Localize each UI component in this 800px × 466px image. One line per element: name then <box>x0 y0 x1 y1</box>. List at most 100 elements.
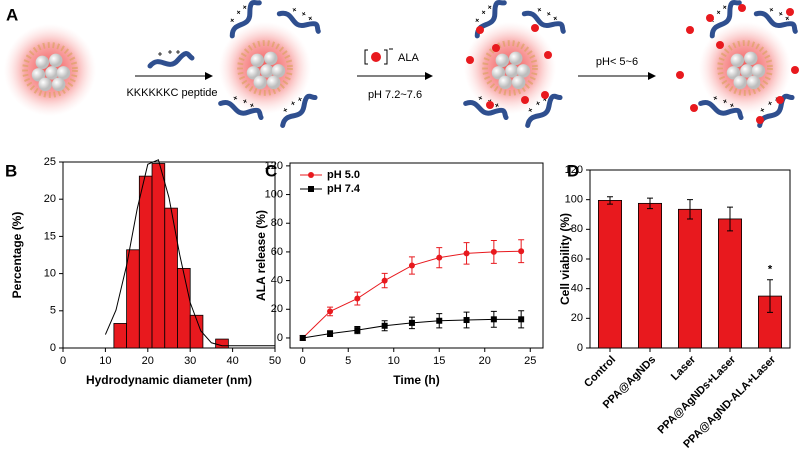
x-axis-title: Time (h) <box>393 373 439 387</box>
y-tick-label: 15 <box>44 230 56 242</box>
x-tick-label: 10 <box>388 355 400 367</box>
y-tick-label: 80 <box>571 223 583 235</box>
y-tick-label: 60 <box>571 253 583 265</box>
y-tick-label: 40 <box>571 283 583 295</box>
panel-label: C <box>265 161 277 180</box>
peptide-icon <box>150 50 192 66</box>
marker <box>518 248 525 255</box>
y-tick-label: 120 <box>565 164 583 176</box>
x-tick-label: 15 <box>433 355 445 367</box>
y-tick-label: 5 <box>50 305 56 317</box>
marker <box>436 317 443 324</box>
x-tick-label: 40 <box>226 355 238 367</box>
panel-label: A <box>6 5 18 24</box>
marker <box>354 295 361 302</box>
particle-release <box>676 0 800 125</box>
x-tick-label: 0 <box>60 355 66 367</box>
x-tick-label: 25 <box>524 355 536 367</box>
nanoparticle <box>4 24 96 116</box>
bar <box>138 175 153 349</box>
x-tick-label: 10 <box>99 355 111 367</box>
marker <box>299 334 306 341</box>
bracket <box>364 48 393 65</box>
error-bar <box>647 197 653 210</box>
y-tick-label: 25 <box>44 156 56 168</box>
legend-label: pH 5.0 <box>327 169 360 181</box>
legend-marker <box>308 186 314 192</box>
y-tick-label: 0 <box>577 342 583 354</box>
marker <box>381 277 388 284</box>
ph-label: pH 7.2~7.6 <box>368 89 422 101</box>
y-tick-label: 20 <box>571 312 583 324</box>
panel-label: D <box>567 161 579 180</box>
x-tick-label: 0 <box>300 355 306 367</box>
x-axis-title: Hydrodynamic diameter (nm) <box>86 373 252 387</box>
bar <box>718 218 743 349</box>
y-axis-title: Cell viability (%) <box>558 213 572 305</box>
y-tick-label: 20 <box>44 193 56 205</box>
panel-label: B <box>5 161 17 180</box>
error-bar <box>607 196 613 205</box>
y-tick-label: 10 <box>44 268 56 280</box>
y-tick-label: 80 <box>271 217 283 229</box>
particle-peptide <box>219 0 323 125</box>
panel: D 0 20 40 60 80 100 120 Cell viability (%) Contro… <box>558 161 791 451</box>
marker <box>354 327 361 334</box>
ala-label: ALA <box>398 52 419 64</box>
marker <box>327 308 334 315</box>
y-tick-label: 20 <box>271 303 283 315</box>
y-tick-label: 60 <box>271 246 283 258</box>
bar <box>113 323 127 349</box>
bar <box>126 249 140 349</box>
legend-marker <box>308 172 314 178</box>
bar <box>164 207 178 349</box>
y-tick-label: 40 <box>271 275 283 287</box>
panel: C 0 20 40 60 80 100 120 0 5 10 15 20 25 Time (h) ALA re… <box>254 160 544 387</box>
bar <box>598 200 623 349</box>
marker <box>408 319 415 326</box>
x-tick-label: 20 <box>479 355 491 367</box>
marker <box>381 322 388 329</box>
y-tick-label: 0 <box>277 332 283 344</box>
panel: B 0 5 10 15 20 25 0 10 20 30 40 50 Hydrodynamic diame… <box>5 156 281 387</box>
bar <box>189 314 204 349</box>
x-tick-label: Laser <box>669 353 699 383</box>
x-tick-label: 30 <box>184 355 196 367</box>
significance: * <box>768 264 773 276</box>
marker <box>408 262 415 269</box>
y-axis-title: ALA release (%) <box>254 210 268 301</box>
y-tick-label: 100 <box>565 194 583 206</box>
particle-ala <box>464 0 568 125</box>
marker <box>490 248 497 255</box>
y-tick-label: 100 <box>265 188 283 200</box>
marker <box>463 250 470 257</box>
ph-label: pH< 5~6 <box>596 56 638 68</box>
x-tick-label: 20 <box>142 355 154 367</box>
bar <box>215 338 229 349</box>
bar <box>678 208 703 349</box>
marker <box>490 316 497 323</box>
y-tick-label: 120 <box>265 160 283 172</box>
scheme: A KKKKKKC peptide ALA pH 7.2~7.6 pH< 5~6 <box>4 0 800 125</box>
fit-curve <box>104 159 275 347</box>
error-bar <box>727 206 733 232</box>
x-tick-label: PPA@AgNDs+Laser <box>655 353 738 436</box>
x-tick-label: 5 <box>345 355 351 367</box>
peptide-label: KKKKKKC peptide <box>126 87 217 99</box>
axes-frame <box>289 162 544 349</box>
bar <box>151 163 166 349</box>
error-bar <box>687 199 693 220</box>
x-tick-label: 50 <box>269 355 281 367</box>
legend-label: pH 7.4 <box>327 183 361 195</box>
marker <box>436 254 443 261</box>
y-tick-label: 0 <box>50 342 56 354</box>
ala-icon <box>371 52 381 62</box>
bar <box>177 267 191 349</box>
marker <box>518 316 525 323</box>
bar <box>638 202 663 349</box>
error-bar <box>767 279 773 313</box>
marker <box>327 330 334 337</box>
x-tick-label: Control <box>582 354 618 390</box>
marker <box>463 317 470 324</box>
